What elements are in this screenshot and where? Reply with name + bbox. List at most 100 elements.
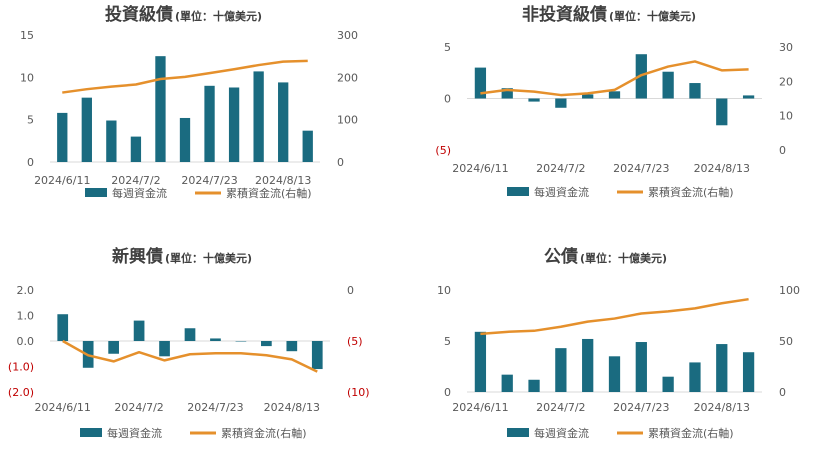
weekly-flow-bar [106,120,117,162]
right-axis-tick-label: 100 [337,114,358,127]
x-axis-tick-label: 2024/6/11 [35,401,91,414]
weekly-flow-bar [662,71,674,99]
left-axis-tick-label: 0 [444,386,451,399]
left-axis-tick-label: 0 [27,156,34,169]
weekly-flow-bar [635,342,647,392]
left-axis-tick-label: 10 [437,284,451,297]
x-axis-tick-label: 2024/7/23 [181,174,237,187]
left-axis-tick-label: (1.0) [8,361,34,374]
left-axis-tick-label: 10 [20,71,34,84]
weekly-flow-bar [501,374,513,392]
weekly-flow-bar [742,352,755,392]
x-axis-tick-label: 2024/8/13 [264,401,320,414]
chart-emerging-market: 新興債 (單位：十億美元) (2.0) (1.0) 0.0 1.0 2.0 (10) (5) 0 2… [8,246,370,440]
legend: 每週資金流 累積資金流(右軸) [80,426,307,440]
legend-bar-swatch [80,428,102,437]
right-axis-tick-label: 10 [779,110,793,123]
weekly-flow-bar [57,112,68,162]
weekly-flow-bar [474,331,487,392]
weekly-flow-bar [501,88,513,99]
legend: 每週資金流 累積資金流(右軸) [507,426,734,440]
weekly-flow-bar [81,97,92,162]
weekly-flow-bar [228,87,240,162]
weekly-flow-bar [528,379,540,392]
x-axis-tick-label: 2024/8/13 [694,401,750,414]
weekly-flow-bar [742,95,755,99]
right-axis-tick-label: 50 [779,335,793,348]
right-axis-tick-label: 30 [779,41,793,54]
chart-unit: (單位：十億美元) [175,9,262,23]
left-axis-tick-label: 5 [444,41,451,54]
legend: 每週資金流 累積資金流(右軸) [507,185,734,199]
legend-bar-swatch [507,428,529,437]
weekly-flow-bar [130,136,142,162]
legend-label-weekly: 每週資金流 [107,426,162,440]
x-axis-tick-label: 2024/7/23 [187,401,243,414]
legend-label-cumulative: 累積資金流(右軸) [226,186,312,200]
right-axis-tick-label: 0 [347,284,354,297]
weekly-flow-bar [155,56,166,162]
weekly-flow-bar [108,341,119,354]
weekly-flow-bar [555,98,567,108]
chart-title: 非投資級債 [522,4,607,25]
legend: 每週資金流 累積資金流(右軸) [85,186,312,200]
weekly-flow-bar [184,328,196,341]
cumulative-flow-line [62,339,318,373]
legend-label-cumulative: 累積資金流(右軸) [221,426,307,440]
weekly-flow-bar [555,348,567,392]
weekly-flow-bar [608,356,621,392]
right-axis-tick-label: 0 [779,144,786,157]
weekly-flow-bar [662,376,674,392]
left-axis-tick-label: 5 [27,114,34,127]
x-axis-tick-label: 2024/7/2 [111,174,160,187]
weekly-flow-bar [716,344,728,392]
weekly-flow-bar [302,130,313,162]
right-axis-tick-label: 200 [337,71,358,84]
right-axis-tick-label: 0 [337,156,344,169]
right-axis-tick-label: 300 [337,29,358,42]
x-axis-tick-label: 2024/7/2 [536,162,585,175]
right-axis-tick-label: (5) [347,335,363,348]
legend-bar-swatch [85,188,107,197]
weekly-flow-bar [528,98,540,102]
weekly-flow-bar [278,82,289,162]
weekly-flow-bar [204,85,215,162]
chart-high-yield: 非投資級債 (單位：十億美元) (5) 0 5 0 10 20 30 2024/6/11 2024/… [435,4,793,199]
x-axis-tick-label: 2024/8/13 [255,174,311,187]
x-axis-tick-label: 2024/8/13 [694,162,750,175]
legend-label-weekly: 每週資金流 [112,186,167,200]
weekly-flow-bar [159,341,170,357]
weekly-flow-bar [582,94,594,99]
chart-unit: (單位：十億美元) [165,251,252,265]
legend-label-weekly: 每週資金流 [534,185,589,199]
x-axis-tick-label: 2024/6/11 [452,162,508,175]
weekly-flow-bar [582,338,594,392]
legend-label-cumulative: 累積資金流(右軸) [648,426,734,440]
cumulative-flow-line [480,60,749,97]
x-axis-tick-label: 2024/7/23 [613,162,669,175]
x-axis-tick-label: 2024/7/2 [114,401,163,414]
x-axis-tick-label: 2024/6/11 [34,174,90,187]
weekly-flow-bar [210,338,221,341]
weekly-flow-bar [689,83,701,99]
weekly-flow-bar [716,98,728,126]
cumulative-flow-line [62,59,308,94]
legend-bar-swatch [507,187,529,196]
weekly-flow-bar [311,341,323,370]
weekly-flow-bar [286,341,298,352]
weekly-flow-bar [179,117,191,162]
right-axis-tick-label: 0 [779,386,786,399]
left-axis-tick-label: 0 [444,93,451,106]
left-axis-tick-label: 1.0 [17,310,35,323]
chart-unit: (單位：十億美元) [580,251,667,265]
x-axis-tick-label: 2024/6/11 [452,401,508,414]
left-axis-tick-label: (5) [435,144,451,157]
chart-unit: (單位：十億美元) [609,9,696,23]
left-axis-tick-label: 0.0 [17,335,35,348]
left-axis-tick-label: 2.0 [17,284,35,297]
weekly-flow-bar [608,91,621,99]
weekly-flow-bar [474,67,487,99]
right-axis-tick-label: 100 [779,284,800,297]
chart-investment-grade: 投資級債 (單位：十億美元) 0 5 10 15 0 100 200 300 2024/6/11 20… [20,4,358,200]
